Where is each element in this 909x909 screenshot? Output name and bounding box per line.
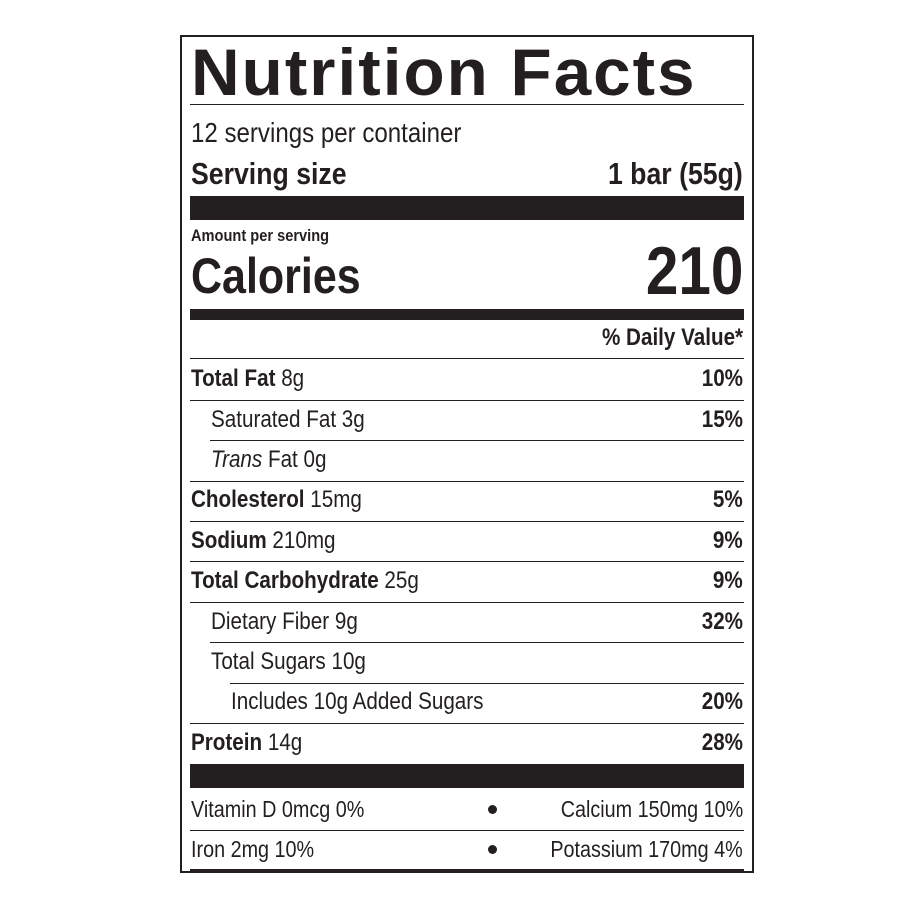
divider-thin [230, 683, 744, 684]
cholesterol-label: Cholesterol 15mg [191, 486, 362, 513]
added-sugars-dv: 20% [701, 688, 743, 715]
divider-medium [190, 309, 744, 320]
divider-thin [190, 400, 744, 401]
total-fat-dv: 10% [701, 365, 743, 392]
divider-thin [190, 830, 744, 831]
bullet-dot [488, 845, 497, 854]
cholesterol-dv: 5% [713, 486, 743, 513]
protein-dv: 28% [701, 729, 743, 756]
divider-thin [190, 521, 744, 522]
divider-thin [190, 104, 744, 105]
protein-label: Protein 14g [191, 729, 303, 756]
total-carbohydrate-dv: 9% [713, 567, 743, 594]
total-sugars-label: Total Sugars 10g [211, 648, 366, 675]
bullet-dot [488, 805, 497, 814]
potassium: Potassium 170mg 4% [550, 836, 743, 862]
divider-thin [190, 723, 744, 724]
divider-thin [190, 602, 744, 603]
dietary-fiber-label: Dietary Fiber 9g [211, 608, 358, 635]
sodium-label: Sodium 210mg [191, 527, 336, 554]
serving-size-label: Serving size [191, 156, 347, 191]
amount-per-serving: Amount per serving [191, 226, 330, 245]
label-title: Nutrition Facts [191, 35, 697, 109]
calcium: Calcium 150mg 10% [560, 796, 743, 822]
nutrition-facts-inner: Nutrition Facts 12 servings per containe… [190, 35, 744, 872]
divider-thin [190, 481, 744, 482]
divider-bottom [190, 869, 744, 872]
sodium-dv: 9% [713, 527, 743, 554]
divider-thin [190, 358, 744, 359]
divider-thin [210, 440, 744, 441]
divider-thin [190, 561, 744, 562]
divider-thin [210, 642, 744, 643]
nutrition-facts-panel: Nutrition Facts 12 servings per containe… [180, 35, 754, 873]
vitamin-d: Vitamin D 0mcg 0% [191, 796, 365, 822]
saturated-fat-label: Saturated Fat 3g [211, 406, 365, 433]
servings-per-container: 12 servings per container [191, 117, 462, 148]
added-sugars-label: Includes 10g Added Sugars [231, 688, 484, 715]
divider-thick [190, 764, 744, 788]
divider-thick [190, 196, 744, 220]
daily-value-header: % Daily Value* [601, 324, 743, 351]
calories-label: Calories [191, 248, 361, 304]
dietary-fiber-dv: 32% [701, 608, 743, 635]
serving-size-value: 1 bar (55g) [608, 156, 743, 191]
saturated-fat-dv: 15% [701, 406, 743, 433]
iron: Iron 2mg 10% [191, 836, 315, 862]
total-carbohydrate-label: Total Carbohydrate 25g [191, 567, 419, 594]
total-fat-label: Total Fat 8g [191, 365, 305, 392]
calories-value: 210 [645, 233, 743, 309]
trans-fat-label: Trans Fat 0g [211, 446, 327, 473]
